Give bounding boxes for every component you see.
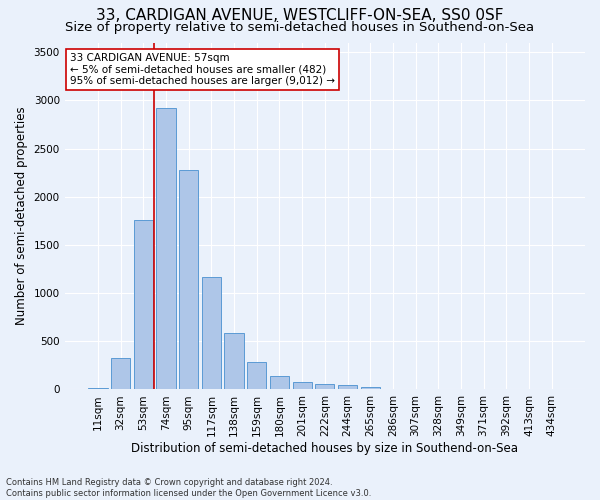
Bar <box>361 387 380 390</box>
Y-axis label: Number of semi-detached properties: Number of semi-detached properties <box>15 106 28 326</box>
Bar <box>88 388 107 390</box>
Bar <box>111 358 130 390</box>
Text: 33 CARDIGAN AVENUE: 57sqm
← 5% of semi-detached houses are smaller (482)
95% of : 33 CARDIGAN AVENUE: 57sqm ← 5% of semi-d… <box>70 53 335 86</box>
Bar <box>224 332 244 390</box>
X-axis label: Distribution of semi-detached houses by size in Southend-on-Sea: Distribution of semi-detached houses by … <box>131 442 518 455</box>
Bar <box>157 108 176 390</box>
Text: Size of property relative to semi-detached houses in Southend-on-Sea: Size of property relative to semi-detach… <box>65 21 535 34</box>
Bar <box>338 385 357 390</box>
Bar <box>202 276 221 390</box>
Text: Contains HM Land Registry data © Crown copyright and database right 2024.
Contai: Contains HM Land Registry data © Crown c… <box>6 478 371 498</box>
Bar <box>293 382 312 390</box>
Bar <box>179 170 199 390</box>
Bar <box>315 384 334 390</box>
Text: 33, CARDIGAN AVENUE, WESTCLIFF-ON-SEA, SS0 0SF: 33, CARDIGAN AVENUE, WESTCLIFF-ON-SEA, S… <box>96 8 504 22</box>
Bar <box>247 362 266 390</box>
Bar <box>134 220 153 390</box>
Bar <box>270 376 289 390</box>
